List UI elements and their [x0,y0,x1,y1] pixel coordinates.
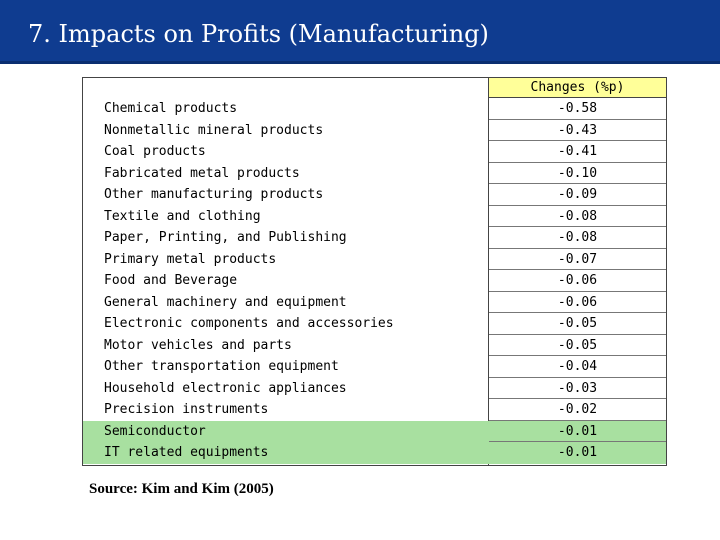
table-row: Household electronic appliances -0.03 [83,378,666,399]
change-value: -0.07 [557,251,598,267]
table-row: Semiconductor -0.01 [83,420,666,442]
row-separator [489,290,666,292]
row-separator [489,333,666,335]
row-separator [489,204,666,206]
sector-name: Household electronic appliances [104,380,347,396]
sector-name: Other transportation equipment [104,359,339,374]
change-value: -0.03 [557,380,598,396]
row-separator [489,419,666,421]
change-value: -0.08 [557,230,598,245]
sector-name: Other manufacturing products [104,187,324,202]
source-note: Source: Kim and Kim (2005) [89,481,274,497]
table-row: General machinery and equipment -0.06 [83,292,666,313]
change-value: -0.10 [557,165,598,181]
sector-name: Primary metal products [104,251,277,267]
change-value: -0.09 [557,187,598,202]
table-row: Other transportation equipment -0.04 [83,356,666,378]
row-separator [489,118,666,120]
sector-name: Food and Beverage [104,273,238,288]
change-value: -0.05 [557,316,598,331]
row-separator [489,226,666,227]
table-row: Precision instruments -0.02 [83,399,666,421]
change-value: -0.06 [557,294,598,310]
row-separator [489,269,666,270]
sector-name: Semiconductor [104,423,206,439]
row-separator [489,376,666,378]
sector-name: IT related equipments [104,445,269,460]
sector-name: Precision instruments [104,402,269,417]
slide-title: 7. Impacts on Profits (Manufacturing) [28,20,489,48]
change-value: -0.05 [557,337,598,353]
row-separator [489,247,666,249]
change-value: -0.02 [557,402,598,417]
table-row: Fabricated metal products -0.10 [83,163,666,184]
table-row: Food and Beverage -0.06 [83,270,666,292]
table-row: Electronic components and accessories -0.… [83,313,666,335]
change-value: -0.43 [557,122,598,138]
table-header-row: Changes (%p) [83,78,666,98]
change-value: -0.08 [557,208,598,224]
table-row: IT related equipments -0.01 [83,442,666,464]
sector-name: Textile and clothing [104,208,261,224]
sector-name: Nonmetallic mineral products [104,122,324,138]
table-row: Nonmetallic mineral products -0.43 [83,120,666,141]
change-value: -0.06 [557,273,598,288]
row-separator [489,312,666,313]
title-bar: 7. Impacts on Profits (Manufacturing) [0,0,720,64]
change-value: -0.41 [557,144,598,159]
sector-name: Chemical products [104,101,238,116]
changes-column-header: Changes (%p) [488,78,666,98]
row-separator [489,398,666,399]
row-separator [489,183,666,184]
sector-name: Electronic components and accessories [104,316,394,331]
sector-name: Motor vehicles and parts [104,337,292,353]
sector-name: Coal products [104,144,206,159]
row-separator [489,441,666,442]
row-separator [489,140,666,141]
row-separator [489,161,666,163]
sector-name: Fabricated metal products [104,165,300,181]
table-row: Textile and clothing -0.08 [83,206,666,227]
row-separator [489,355,666,356]
table-row: Paper, Printing, and Publishing -0.08 [83,227,666,249]
table-row: Coal products -0.41 [83,141,666,163]
change-value: -0.58 [557,101,598,116]
change-value: -0.01 [557,423,598,439]
profits-table: Changes (%p) Chemical products -0.58 Nonme… [82,77,667,466]
change-value: -0.04 [557,359,598,374]
table-row: Motor vehicles and parts -0.05 [83,335,666,356]
change-value: -0.01 [557,445,598,460]
sector-name: Paper, Printing, and Publishing [104,230,347,245]
column-divider [488,98,489,465]
table-row: Chemical products -0.58 [83,98,666,120]
table-row: Other manufacturing products -0.09 [83,184,666,206]
table-row: Primary metal products -0.07 [83,249,666,270]
sector-name: General machinery and equipment [104,294,347,310]
